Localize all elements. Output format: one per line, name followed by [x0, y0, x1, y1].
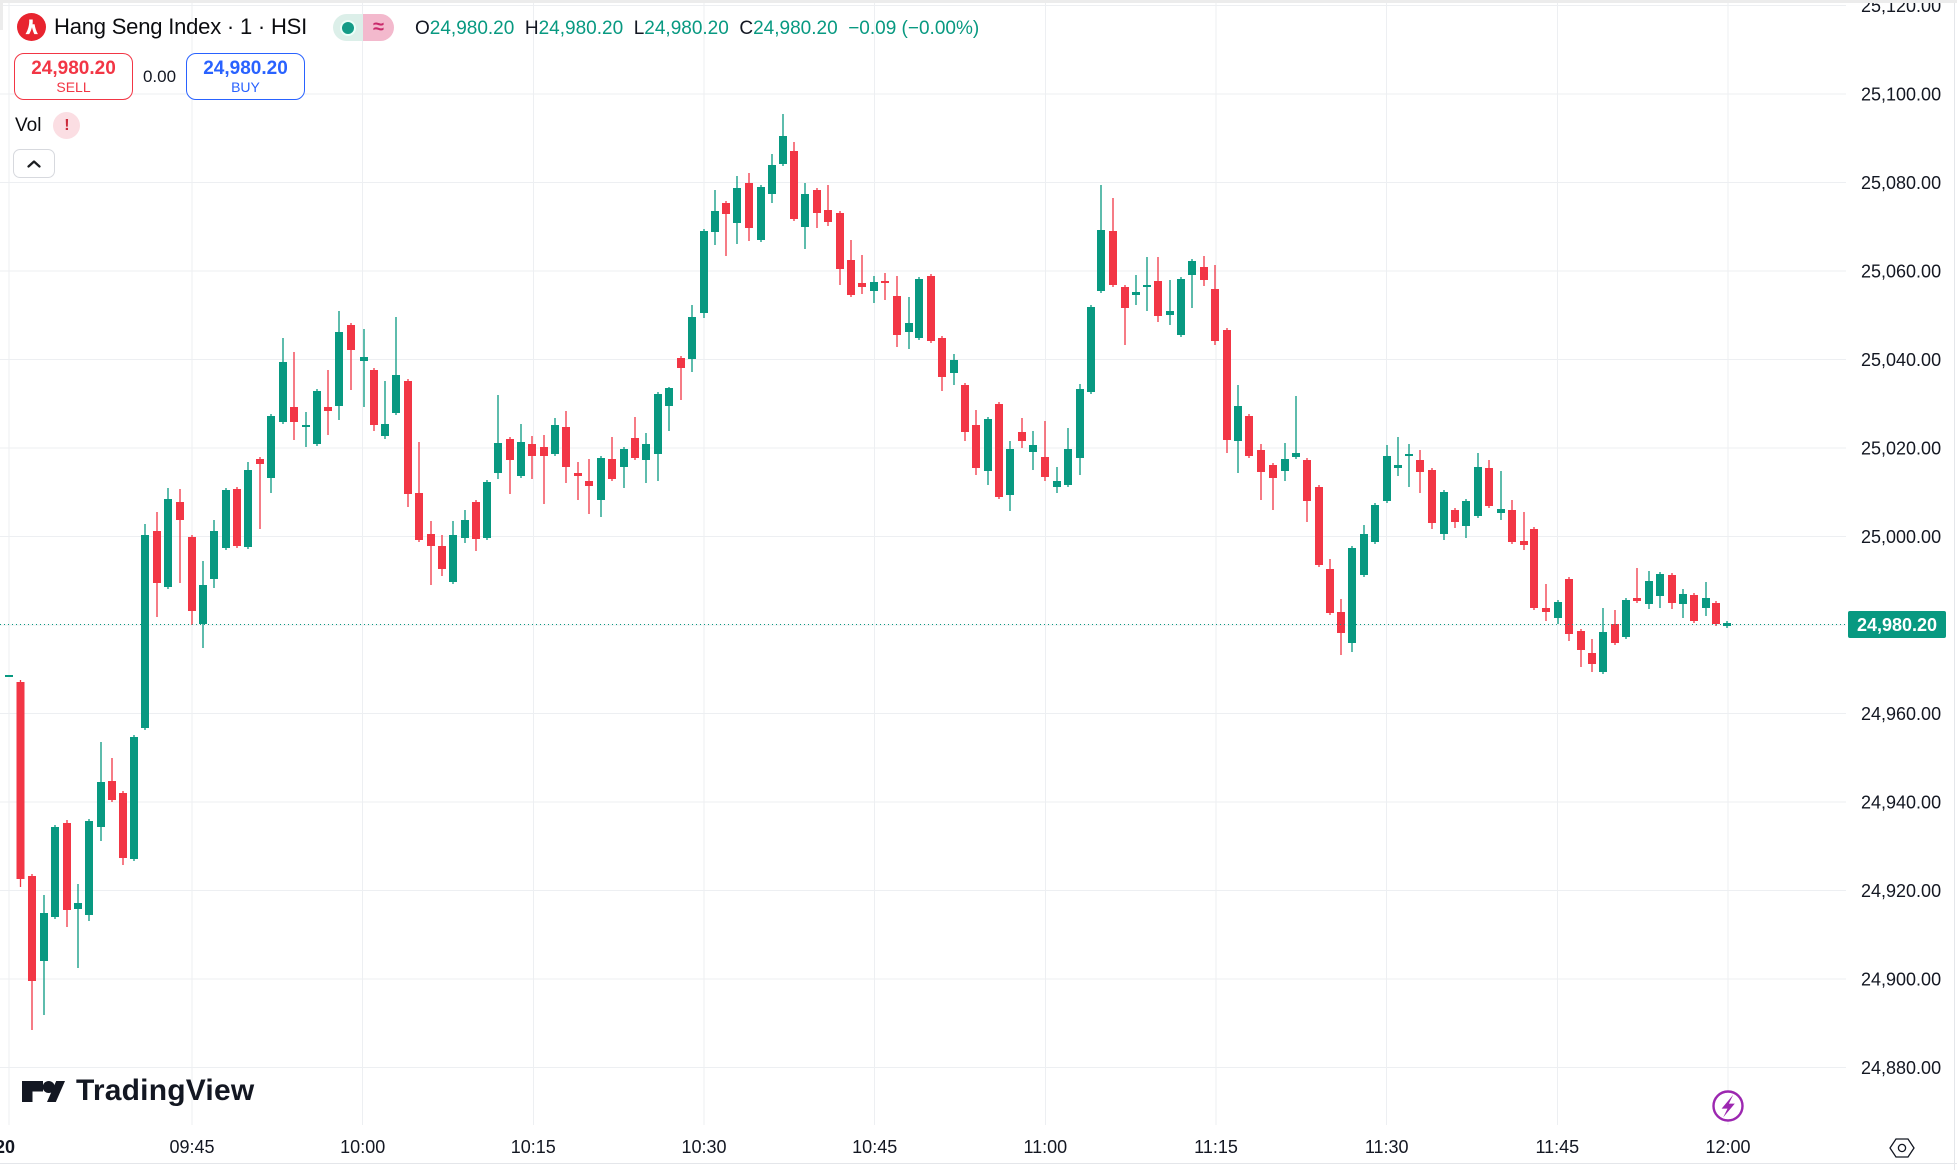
svg-text:11:00: 11:00	[1023, 1137, 1067, 1157]
svg-text:20: 20	[0, 1137, 15, 1157]
svg-text:24,940.00: 24,940.00	[1861, 793, 1941, 813]
svg-text:25,020.00: 25,020.00	[1861, 439, 1941, 459]
svg-text:12:00: 12:00	[1705, 1137, 1750, 1157]
svg-text:24,880.00: 24,880.00	[1861, 1058, 1941, 1078]
svg-text:25,080.00: 25,080.00	[1861, 173, 1941, 193]
svg-text:10:30: 10:30	[681, 1137, 726, 1157]
svg-text:25,120.00: 25,120.00	[1861, 0, 1941, 16]
svg-text:11:30: 11:30	[1365, 1137, 1409, 1157]
svg-text:25,100.00: 25,100.00	[1861, 85, 1941, 105]
svg-text:10:00: 10:00	[340, 1137, 385, 1157]
svg-text:25,000.00: 25,000.00	[1861, 527, 1941, 547]
svg-text:10:45: 10:45	[852, 1137, 897, 1157]
svg-text:24,900.00: 24,900.00	[1861, 970, 1941, 990]
svg-text:TradingView: TradingView	[76, 1074, 255, 1107]
svg-text:24,960.00: 24,960.00	[1861, 704, 1941, 724]
svg-text:24,920.00: 24,920.00	[1861, 881, 1941, 901]
svg-text:10:15: 10:15	[511, 1137, 556, 1157]
svg-text:11:15: 11:15	[1194, 1137, 1238, 1157]
svg-text:11:45: 11:45	[1535, 1137, 1579, 1157]
svg-text:24,980.20: 24,980.20	[1857, 615, 1937, 635]
svg-text:25,040.00: 25,040.00	[1861, 350, 1941, 370]
svg-text:09:45: 09:45	[169, 1137, 214, 1157]
svg-text:25,060.00: 25,060.00	[1861, 262, 1941, 282]
